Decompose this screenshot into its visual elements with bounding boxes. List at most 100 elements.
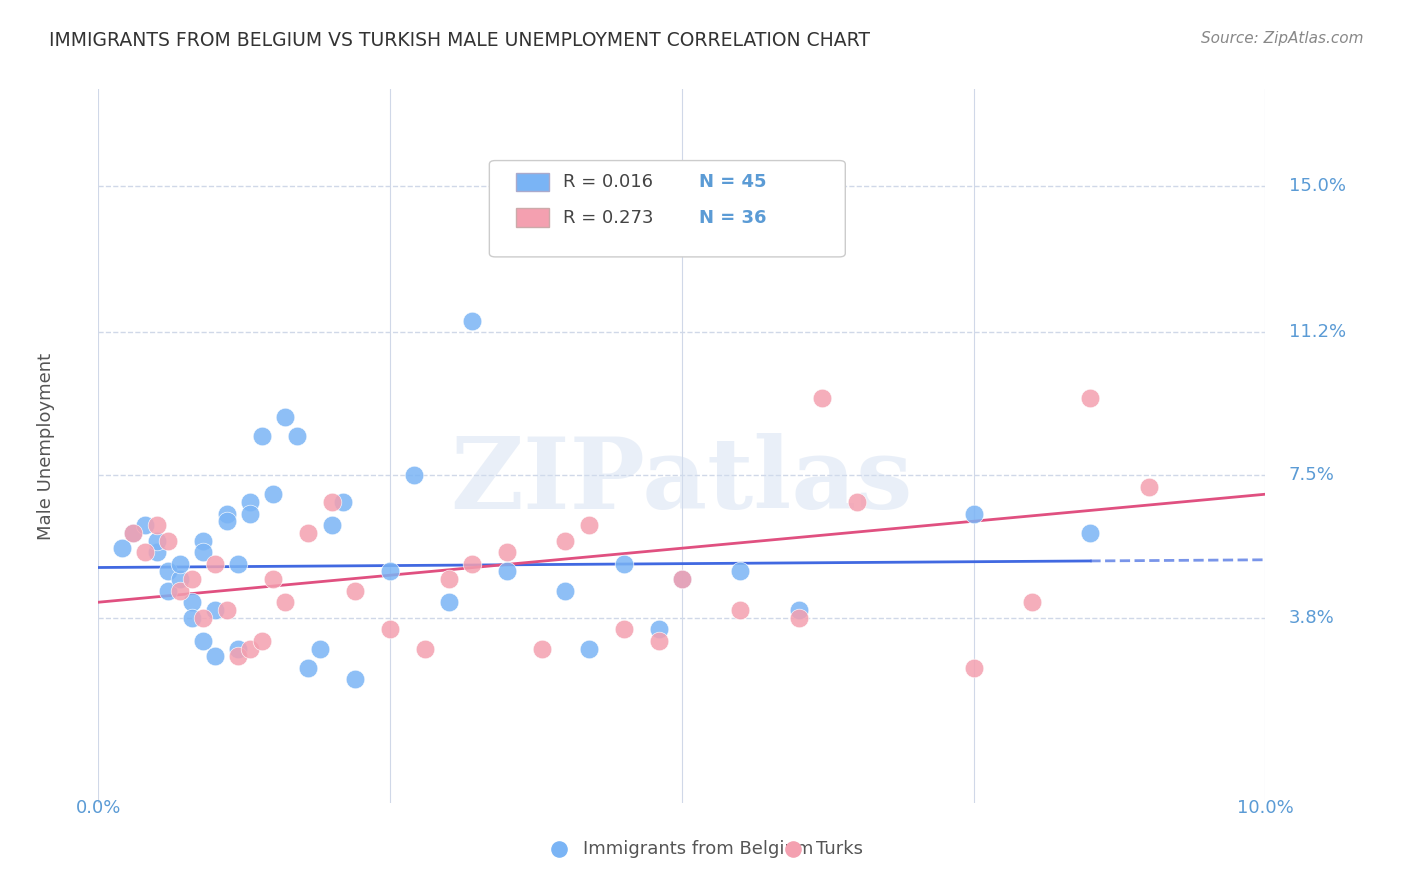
Text: R = 0.273: R = 0.273 — [562, 209, 654, 227]
Point — [262, 572, 284, 586]
Point — [321, 518, 343, 533]
Point — [402, 467, 425, 482]
Point — [380, 622, 402, 636]
Point — [157, 583, 180, 598]
Point — [530, 641, 553, 656]
Point — [215, 603, 238, 617]
Point — [169, 557, 191, 571]
Point — [787, 603, 810, 617]
Point — [204, 557, 226, 571]
Point — [578, 518, 600, 533]
FancyBboxPatch shape — [489, 161, 845, 257]
Point — [146, 518, 169, 533]
Point — [193, 633, 215, 648]
Point — [204, 603, 226, 617]
Point — [962, 661, 984, 675]
Point — [250, 429, 273, 443]
Point — [1080, 525, 1102, 540]
Text: N = 36: N = 36 — [699, 209, 766, 227]
Point — [215, 507, 238, 521]
Text: 0.0%: 0.0% — [76, 799, 121, 817]
Text: Male Unemployment: Male Unemployment — [37, 352, 55, 540]
Point — [1137, 479, 1160, 493]
Point — [169, 583, 191, 598]
Point — [578, 641, 600, 656]
Point — [332, 495, 354, 509]
Point — [215, 514, 238, 528]
Text: Turks: Turks — [815, 840, 863, 858]
Point — [344, 673, 367, 687]
Point — [228, 649, 250, 664]
Point — [204, 649, 226, 664]
FancyBboxPatch shape — [516, 173, 548, 191]
Text: 7.5%: 7.5% — [1289, 466, 1334, 484]
Point — [413, 641, 436, 656]
Point — [122, 525, 145, 540]
Point — [496, 565, 519, 579]
Point — [309, 641, 332, 656]
Point — [846, 495, 869, 509]
Text: Immigrants from Belgium: Immigrants from Belgium — [582, 840, 813, 858]
Point — [146, 533, 169, 548]
Point — [297, 661, 319, 675]
Point — [647, 622, 669, 636]
Point — [239, 495, 262, 509]
Text: R = 0.016: R = 0.016 — [562, 173, 652, 191]
Point — [193, 533, 215, 548]
Point — [461, 313, 484, 327]
Point — [612, 622, 634, 636]
Point — [671, 572, 693, 586]
Point — [730, 565, 752, 579]
Point — [239, 641, 262, 656]
Point — [169, 572, 191, 586]
Point — [180, 610, 202, 624]
Point — [380, 565, 402, 579]
Text: ZIPatlas: ZIPatlas — [451, 434, 912, 530]
Point — [239, 507, 262, 521]
Point — [461, 557, 484, 571]
Point — [157, 533, 180, 548]
Point — [262, 487, 284, 501]
Point — [1021, 595, 1043, 609]
Point — [146, 545, 169, 559]
Text: 15.0%: 15.0% — [1289, 177, 1346, 194]
Text: 3.8%: 3.8% — [1289, 608, 1334, 627]
Text: 10.0%: 10.0% — [1237, 799, 1294, 817]
Point — [811, 391, 834, 405]
Point — [180, 595, 202, 609]
Point — [157, 565, 180, 579]
Point — [274, 410, 297, 425]
Point — [228, 641, 250, 656]
Point — [612, 557, 634, 571]
Point — [228, 557, 250, 571]
Point — [297, 525, 319, 540]
Text: N = 45: N = 45 — [699, 173, 766, 191]
Point — [285, 429, 308, 443]
Text: 11.2%: 11.2% — [1289, 323, 1346, 342]
Point — [122, 525, 145, 540]
Point — [134, 545, 156, 559]
Point — [250, 633, 273, 648]
Point — [437, 595, 460, 609]
Point — [180, 572, 202, 586]
Point — [730, 603, 752, 617]
Text: IMMIGRANTS FROM BELGIUM VS TURKISH MALE UNEMPLOYMENT CORRELATION CHART: IMMIGRANTS FROM BELGIUM VS TURKISH MALE … — [49, 31, 870, 50]
Point — [193, 610, 215, 624]
Point — [344, 583, 367, 598]
Point — [647, 633, 669, 648]
FancyBboxPatch shape — [516, 209, 548, 227]
Point — [321, 495, 343, 509]
Point — [274, 595, 297, 609]
Point — [111, 541, 134, 556]
Point — [962, 507, 984, 521]
Point — [193, 545, 215, 559]
Text: Source: ZipAtlas.com: Source: ZipAtlas.com — [1201, 31, 1364, 46]
Point — [1080, 391, 1102, 405]
Point — [554, 533, 576, 548]
Point — [787, 610, 810, 624]
Point — [134, 518, 156, 533]
Point — [554, 583, 576, 598]
Point — [496, 545, 519, 559]
Point — [671, 572, 693, 586]
Point — [437, 572, 460, 586]
